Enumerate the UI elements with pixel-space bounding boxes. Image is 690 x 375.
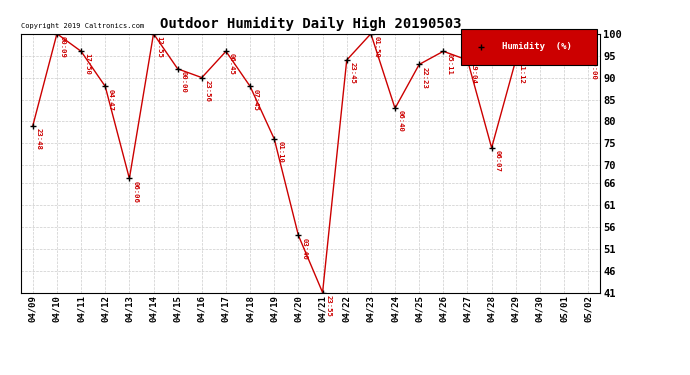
Text: 04:47: 04:47 xyxy=(108,88,114,111)
Text: 23:55: 23:55 xyxy=(326,295,331,316)
Text: 00:00: 00:00 xyxy=(567,36,573,58)
Text: 07:45: 07:45 xyxy=(253,88,259,111)
Text: 06:45: 06:45 xyxy=(229,54,235,75)
Text: 12:55: 12:55 xyxy=(157,36,162,58)
Text: 19:04: 19:04 xyxy=(471,62,476,84)
Text: 22:23: 22:23 xyxy=(422,67,428,88)
Text: Copyright 2019 Caltronics.com: Copyright 2019 Caltronics.com xyxy=(21,22,144,28)
Text: 05:11: 05:11 xyxy=(446,54,452,75)
Text: 23:48: 23:48 xyxy=(36,128,41,150)
Text: 00:00: 00:00 xyxy=(543,36,549,58)
Text: 00:09: 00:09 xyxy=(60,36,66,58)
FancyBboxPatch shape xyxy=(461,28,598,65)
Title: Outdoor Humidity Daily High 20190503: Outdoor Humidity Daily High 20190503 xyxy=(160,17,461,31)
Text: 01:50: 01:50 xyxy=(374,36,380,58)
Text: Humidity  (%): Humidity (%) xyxy=(502,42,571,51)
Text: 23:56: 23:56 xyxy=(205,80,210,102)
Text: 00:00: 00:00 xyxy=(181,71,186,93)
Text: 11:12: 11:12 xyxy=(519,62,524,84)
Text: 23:45: 23:45 xyxy=(350,62,355,84)
Text: 03:40: 03:40 xyxy=(302,238,307,260)
Text: 06:40: 06:40 xyxy=(398,111,404,132)
Text: 00:00: 00:00 xyxy=(591,58,597,80)
Text: 06:06: 06:06 xyxy=(132,181,138,203)
Text: 17:50: 17:50 xyxy=(84,54,90,75)
Text: 01:10: 01:10 xyxy=(277,141,283,163)
Text: 06:07: 06:07 xyxy=(495,150,500,172)
